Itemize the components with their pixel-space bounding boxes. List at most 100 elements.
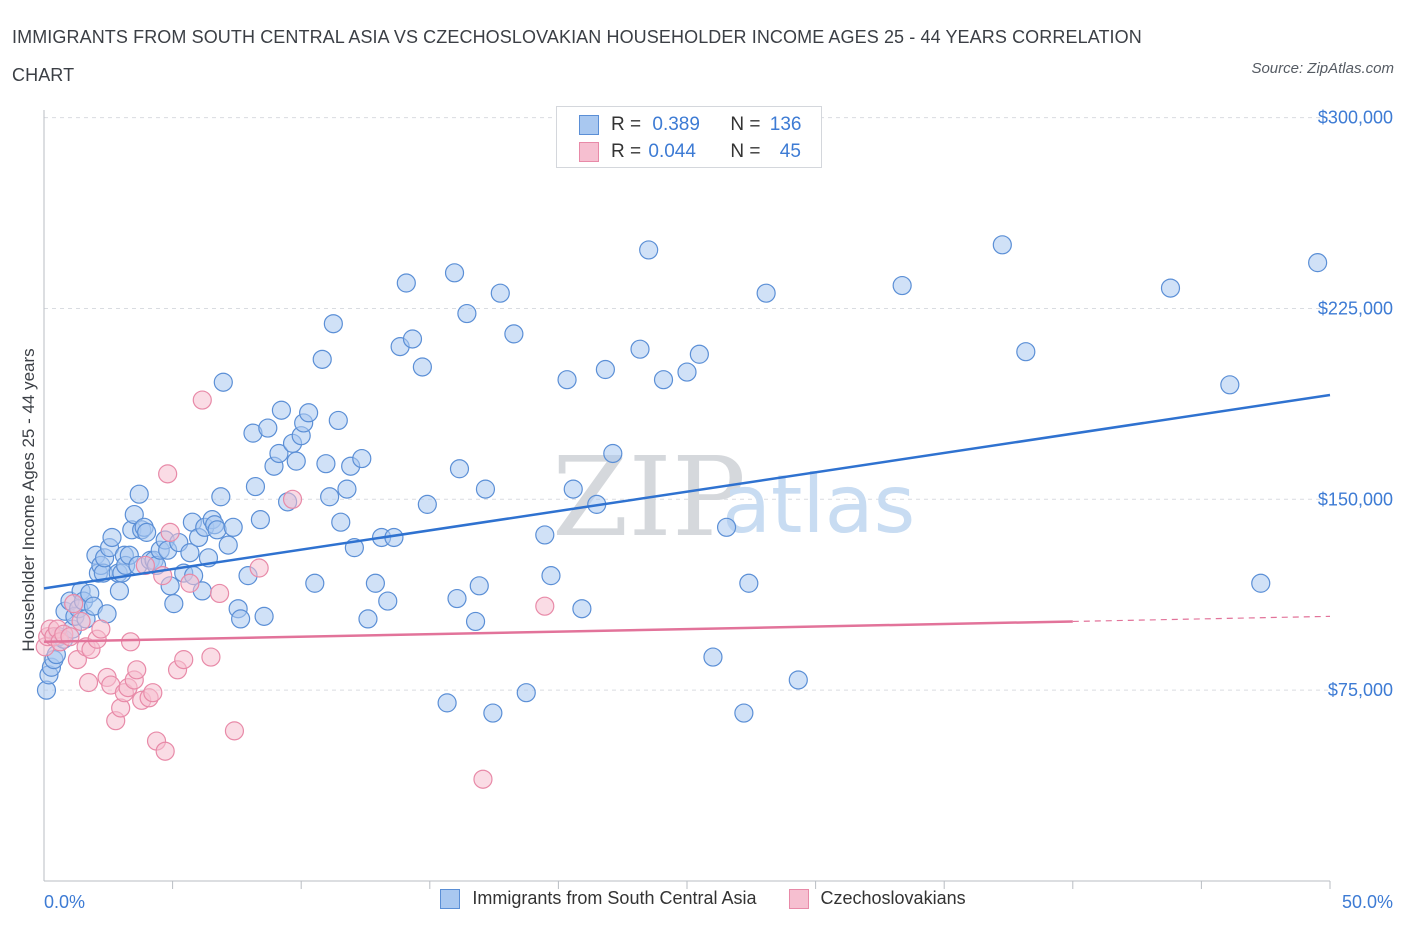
data-point [365,573,385,593]
data-point [437,693,457,713]
data-point [639,240,659,260]
data-point [164,594,184,614]
y-axis-label: Householder Income Ages 25 - 44 years [19,348,38,651]
r-label: R = [611,114,642,135]
data-point [213,372,233,392]
n-label: N = [730,141,761,162]
data-point [444,263,465,283]
data-point [535,596,555,616]
data-point [305,573,325,593]
series-legend: Immigrants from South Central Asia Czech… [0,888,1406,909]
data-point [1220,375,1240,395]
data-point [102,527,122,548]
data-point [224,721,245,741]
data-point [417,494,437,514]
data-point [703,647,723,667]
data-point [316,454,336,474]
data-point [490,283,510,303]
legend-swatch-blue [440,888,461,909]
data-point [124,504,144,525]
data-point [1308,253,1328,273]
data-point [91,619,111,639]
data-point [209,583,230,604]
data-point [595,359,615,380]
data-point [449,459,470,479]
trend-lines [43,393,1331,644]
data-point [475,479,496,499]
x-axis-ticks [172,881,1331,889]
n-label: N = [730,114,761,135]
data-point [412,357,432,377]
data-point [992,235,1012,255]
data-point [258,418,278,438]
n-value: 45 [779,141,801,162]
n-value: 136 [769,114,802,135]
r-value: 0.389 [652,114,700,135]
data-point [358,609,378,629]
y-axis-tick-labels: $75,000 $150,000 $225,000 $300,000 [1318,108,1393,701]
data-point [323,314,343,334]
data-point [396,273,416,293]
data-point [541,566,561,586]
data-point [269,443,289,464]
data-point [249,558,269,578]
data-point [211,487,231,507]
data-point [465,611,486,632]
data-point [64,594,84,614]
data-point [160,522,180,542]
data-point [282,489,303,509]
data-point [756,283,776,303]
legend-item-czechoslovakians: Czechoslovakians [788,888,966,909]
data-point [120,632,141,652]
data-point [504,324,524,344]
data-point [158,464,178,484]
data-point [328,410,348,431]
data-point [135,555,155,576]
data-point [535,525,555,545]
stats-row-blue: R = 0.389 N = 136 [579,113,801,137]
data-point [1160,278,1181,298]
data-point [127,660,147,680]
chart-title: IMMIGRANTS FROM SOUTH CENTRAL ASIA VS CZ… [12,27,1142,85]
data-point [677,362,697,382]
data-point [469,576,489,596]
legend-swatch-blue [579,115,599,135]
data-point [331,512,351,532]
data-point [734,703,754,723]
data-point [250,510,270,530]
data-point [180,543,200,563]
y-tick-label: $225,000 [1318,298,1393,318]
data-point [483,703,503,723]
data-point [71,611,91,632]
data-point [271,400,292,420]
data-point [174,650,194,670]
data-point [1251,573,1271,593]
data-point [192,390,212,410]
legend-label: Immigrants from South Central Asia [472,888,757,908]
data-point [572,599,592,619]
data-point [516,683,536,703]
watermark-atlas: atlas [722,458,915,551]
data-point [1016,342,1036,362]
data-point [218,535,238,555]
data-point [447,588,467,609]
data-point [716,517,737,537]
data-point [473,769,493,789]
data-point [129,484,149,504]
data-point [457,303,477,324]
r-label: R = [611,141,642,162]
data-point [60,627,80,647]
trend-line-blue [43,393,1331,590]
data-point [78,672,99,693]
data-point [320,487,340,507]
trend-line-pink-extension [1072,615,1331,623]
data-point [201,647,221,667]
source-label: Source: ZipAtlas.com [1251,60,1394,77]
r-value: 0.044 [648,141,696,162]
data-point [155,741,175,761]
data-point [337,479,357,499]
data-point [378,591,398,611]
data-point [788,670,808,690]
data-point [109,581,130,601]
series-south-central-asia-points [36,235,1328,723]
